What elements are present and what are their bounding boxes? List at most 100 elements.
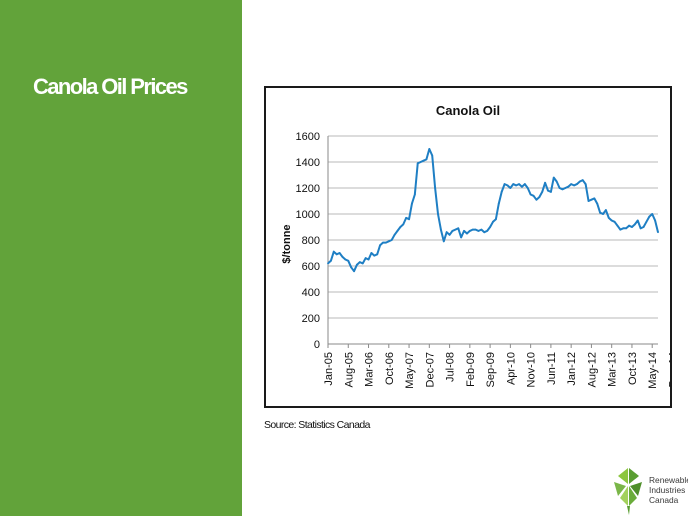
data-point xyxy=(651,213,654,215)
data-point xyxy=(439,228,442,231)
data-point xyxy=(497,202,500,205)
data-point xyxy=(555,180,558,183)
data-point xyxy=(506,184,509,187)
data-point xyxy=(532,194,535,197)
data-point xyxy=(434,187,437,189)
data-point xyxy=(625,227,628,230)
data-point xyxy=(466,232,468,235)
x-tick-label: Nov-10 xyxy=(526,352,538,387)
x-tick-label: Mar-13 xyxy=(607,352,619,387)
data-point xyxy=(442,240,445,243)
data-point xyxy=(329,259,332,262)
data-point xyxy=(347,259,350,262)
logo-line-1: Renewable xyxy=(649,475,688,485)
data-point xyxy=(544,181,547,184)
data-point xyxy=(570,183,573,185)
x-tick-label: Dec-14 xyxy=(667,352,670,387)
data-point xyxy=(411,202,413,205)
x-tick-label: Feb-09 xyxy=(465,352,477,387)
slide-title: Canola Oil Prices xyxy=(33,74,188,99)
data-point xyxy=(547,189,549,192)
data-point xyxy=(402,223,405,226)
data-point xyxy=(633,223,636,226)
data-point xyxy=(384,241,387,244)
logo-line-2: Industries xyxy=(649,485,686,495)
data-point xyxy=(573,184,575,187)
x-tick-label: Oct-13 xyxy=(627,352,639,385)
y-tick-label: 200 xyxy=(302,313,320,325)
data-point xyxy=(512,183,515,185)
data-point xyxy=(654,219,657,222)
data-point xyxy=(486,230,489,232)
data-point xyxy=(489,226,492,228)
data-point xyxy=(431,154,434,157)
data-point xyxy=(335,253,338,256)
x-tick-label: Oct-06 xyxy=(384,352,396,385)
y-tick-labels: 0 200 400 600 800 1000 1200 1400 1600 xyxy=(296,131,320,351)
data-point xyxy=(344,258,347,261)
data-point xyxy=(610,219,613,222)
data-point xyxy=(567,185,570,188)
data-point xyxy=(602,213,604,215)
data-point xyxy=(393,233,396,236)
data-point xyxy=(364,257,367,260)
data-point xyxy=(327,262,329,265)
data-point xyxy=(379,244,382,247)
data-point xyxy=(353,270,355,273)
logo-text: Renewable Industries Canada xyxy=(649,475,688,505)
data-point xyxy=(590,198,593,201)
x-tick-labels: Jan-05 Aug-05 Mar-06 Oct-06 May-07 Dec-07 Jul-… xyxy=(323,352,670,389)
data-point xyxy=(604,209,607,211)
x-tick-label: Jul-08 xyxy=(445,352,457,382)
x-tick-label: Aug-05 xyxy=(343,352,355,387)
data-point xyxy=(356,263,358,266)
data-point xyxy=(584,183,587,185)
x-tick-label: May-14 xyxy=(647,352,659,389)
data-point xyxy=(387,240,390,243)
data-point xyxy=(619,228,622,231)
data-point xyxy=(437,213,439,215)
y-tick-label: 400 xyxy=(302,287,320,299)
data-point xyxy=(587,200,590,202)
data-point xyxy=(367,258,370,261)
chart-title: Canola Oil xyxy=(436,103,500,118)
data-point xyxy=(468,230,471,232)
data-point xyxy=(538,196,541,198)
data-point xyxy=(515,184,518,187)
data-point xyxy=(338,252,341,254)
data-point xyxy=(477,230,480,232)
data-point xyxy=(361,262,364,265)
data-point xyxy=(500,191,503,193)
data-point xyxy=(552,176,555,179)
x-tick-label: May-07 xyxy=(404,352,416,389)
data-point xyxy=(636,219,639,222)
data-point xyxy=(480,228,483,231)
data-point xyxy=(599,211,602,214)
data-point xyxy=(578,180,581,183)
side-panel xyxy=(0,0,242,516)
data-point xyxy=(549,191,552,193)
gridlines xyxy=(328,135,658,345)
y-tick-label: 1600 xyxy=(296,131,320,143)
data-point xyxy=(471,228,474,231)
data-point xyxy=(607,217,610,219)
axes xyxy=(327,136,653,348)
data-point xyxy=(518,183,520,185)
data-point xyxy=(451,230,454,232)
y-tick-label: 1000 xyxy=(296,209,320,221)
data-point xyxy=(628,224,630,227)
data-point xyxy=(613,220,616,223)
data-point xyxy=(408,218,410,221)
data-point xyxy=(350,266,353,269)
data-point xyxy=(463,230,465,232)
source-note: Source: Statistics Canada xyxy=(264,419,370,431)
data-point xyxy=(503,183,506,185)
data-point xyxy=(529,193,532,196)
series-layer xyxy=(327,148,659,273)
data-point xyxy=(382,241,384,244)
data-point xyxy=(492,220,494,223)
y-tick-label: 600 xyxy=(302,261,320,273)
x-tick-label: Dec-07 xyxy=(424,352,436,387)
chart-frame: Canola Oil $/tonne 0 200 400 600 800 1000 1200… xyxy=(264,86,672,408)
data-point xyxy=(376,253,379,256)
